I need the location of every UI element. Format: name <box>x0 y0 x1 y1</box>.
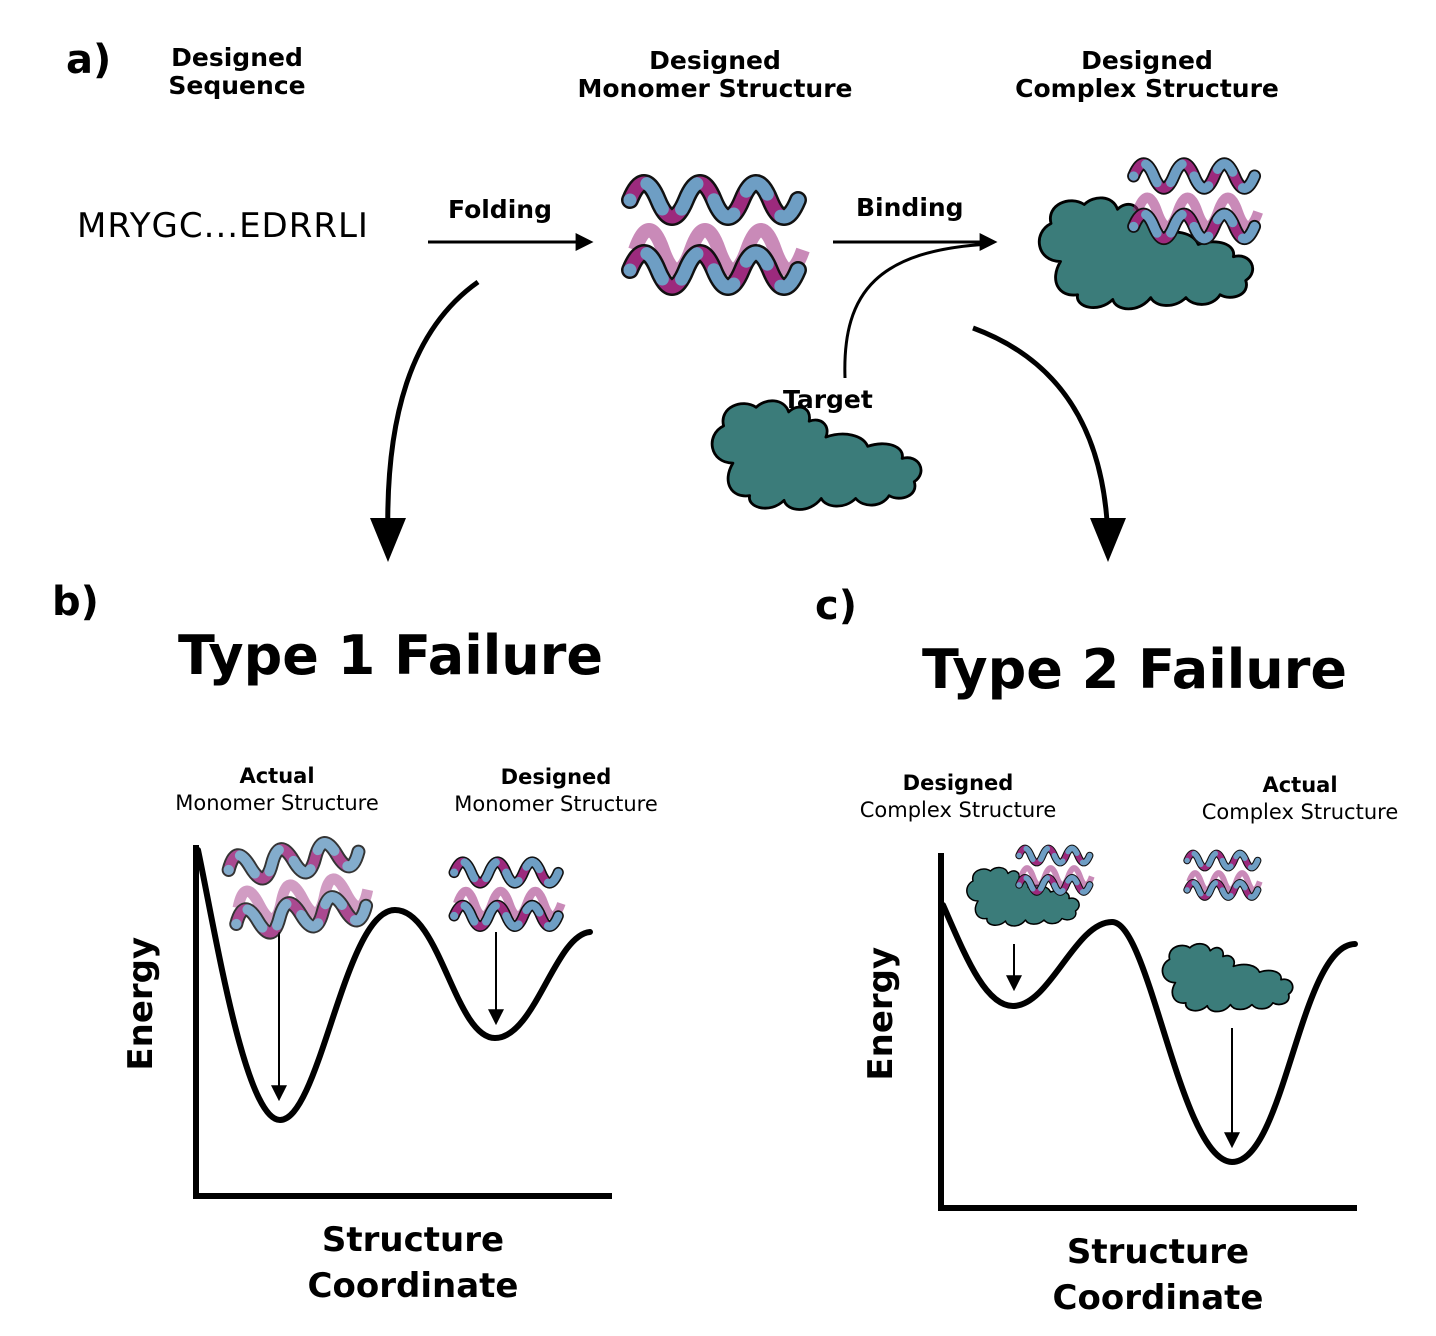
sequence-header-line2: Sequence <box>168 70 306 100</box>
complex-helix-bundle-icon <box>1134 164 1259 239</box>
type1-title: Type 1 Failure <box>178 624 603 687</box>
type1-arrowhead-icon <box>370 518 406 562</box>
monomer-header-line2: Monomer Structure <box>577 73 853 103</box>
type2-x-axis-label: Structure Coordinate <box>1053 1230 1264 1322</box>
type2-curved-arrow <box>972 325 1111 541</box>
type2-actual-helix-icon <box>1187 853 1260 897</box>
monomer-helix-bundle-icon <box>630 183 803 287</box>
panel-a-label: a) <box>66 37 112 83</box>
type2-left-annotation-line2: Complex Structure <box>859 798 1057 823</box>
type1-right-annotation-line2: Monomer Structure <box>454 792 658 817</box>
type2-left-annotation-line1: Designed <box>902 771 1014 795</box>
type1-right-annotation-line1: Designed <box>500 765 612 789</box>
type2-left-annotation: Designed Complex Structure <box>860 770 1056 825</box>
monomer-header: Designed Monomer Structure <box>578 47 853 102</box>
type1-left-annotation-line2: Monomer Structure <box>175 791 379 816</box>
type1-right-annotation: Designed Monomer Structure <box>454 764 658 819</box>
panel-b-label: b) <box>52 579 99 625</box>
complex-header-line2: Complex Structure <box>1015 73 1279 103</box>
type2-energy-curve <box>940 902 1358 1166</box>
target-join-arrow <box>843 242 991 379</box>
type2-designed-helix-icon <box>1019 848 1092 892</box>
type1-axes <box>193 845 612 1199</box>
type2-right-annotation: Actual Complex Structure <box>1202 772 1398 827</box>
type2-y-axis-label: Energy <box>861 946 902 1081</box>
type1-y-axis-label: Energy <box>121 936 162 1071</box>
type1-x-axis-line1: Structure <box>321 1220 505 1260</box>
type1-x-axis-label: Structure Coordinate <box>308 1218 519 1310</box>
type2-right-annotation-line1: Actual <box>1262 773 1338 797</box>
type1-left-annotation-line1: Actual <box>239 764 315 788</box>
type1-energy-plot <box>193 838 612 1199</box>
folding-label: Folding <box>448 195 552 224</box>
type1-energy-curve <box>195 847 593 1124</box>
sequence-header: Designed Sequence <box>168 44 305 99</box>
type2-right-annotation-line2: Complex Structure <box>1201 800 1399 825</box>
complex-header: Designed Complex Structure <box>1015 47 1279 102</box>
type2-x-axis-line2: Coordinate <box>1052 1277 1264 1318</box>
panel-c-label: c) <box>815 583 857 629</box>
type2-energy-plot <box>938 848 1358 1211</box>
monomer-header-line1: Designed <box>649 46 781 75</box>
type2-actual-blob-icon <box>1161 942 1294 1013</box>
complex-header-line1: Designed <box>1081 46 1213 75</box>
type1-actual-misfolded-helix-icon <box>227 838 372 937</box>
type2-x-axis-line1: Structure <box>1066 1232 1250 1272</box>
type1-left-annotation: Actual Monomer Structure <box>175 763 379 818</box>
type1-curved-arrow <box>385 279 480 541</box>
binding-label: Binding <box>856 193 964 222</box>
type1-designed-helix-icon <box>454 862 561 926</box>
type2-arrowhead-icon <box>1090 518 1126 562</box>
type1-x-axis-line2: Coordinate <box>307 1265 519 1306</box>
type2-axes <box>938 853 1357 1211</box>
type2-title: Type 2 Failure <box>922 638 1347 701</box>
sequence-header-line1: Designed <box>171 43 303 72</box>
target-blob-icon <box>710 399 923 511</box>
designed-sequence-text: MRYGC...EDRRLI <box>77 206 369 246</box>
target-label: Target <box>783 385 873 414</box>
